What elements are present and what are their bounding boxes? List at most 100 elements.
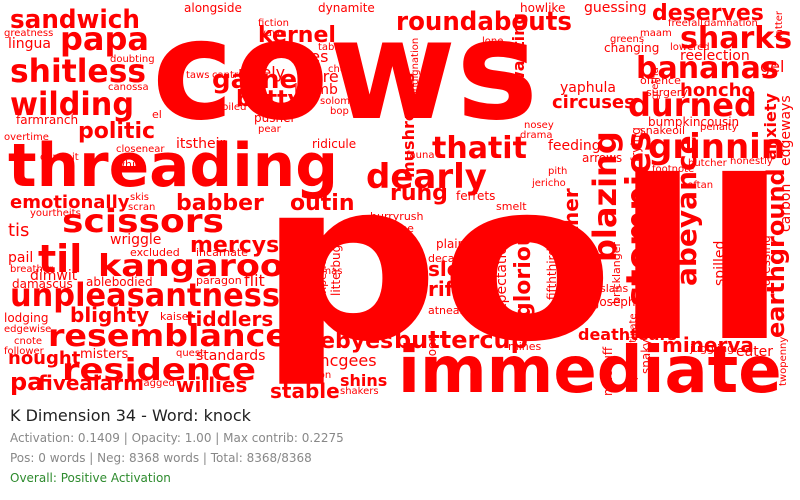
cloud-word: kaiser [160,310,193,323]
cloud-word: freefall [668,18,703,29]
cloud-word: offence [640,74,681,87]
cloud-word: farmranch [16,113,78,127]
cloud-word: yawn [260,28,287,39]
cloud-word: cantrum [212,70,254,81]
cloud-word: fivealarm [38,371,144,395]
cloud-word: fairweather [559,188,583,320]
cloud-word: footnote [652,164,694,175]
cloud-word: sharks [680,21,792,56]
cloud-word: procrastinate [628,313,639,380]
cloud-word: bumpkincousin [648,115,739,129]
cloud-word: jericho [531,178,566,189]
cloud-word: bobsydie [719,197,749,330]
cloud-word: blowbylow [654,264,667,322]
cloud-word: kangaroo [98,249,284,284]
cloud-word: cnote [14,336,42,347]
cloud-word: thatit [432,131,527,166]
cloud-word: gretna [650,67,661,100]
cloud-word: honcho [680,80,754,101]
cloud-word: durned [628,86,757,124]
cloud-word: roundabouts [396,7,572,37]
cloud-word: byebyes [290,329,393,354]
cloud-word: mcgees [314,351,377,370]
cloud-word: fagged [140,378,175,389]
info-panel: K Dimension 34 - Word: knock Activation:… [10,406,790,485]
cloud-word: breather [10,264,54,275]
cloud-word: tiddlers [186,307,273,331]
cloud-word: decay [428,252,462,265]
cloud-word: bricklanger [610,242,623,304]
counts-line: Pos: 0 words | Neg: 8368 words | Total: … [10,451,312,465]
cloud-word: alongside [184,1,242,15]
cloud-word: changing [604,41,659,55]
cloud-word: pajamas [300,266,342,277]
cloud-word: arrows [582,151,622,165]
cloud-word: rung [390,181,448,206]
cloud-word: blazing [586,131,624,262]
cloud-word: chaff [396,245,417,296]
cloud-word: isare [300,67,339,86]
cloud-word: twopenny [778,337,789,386]
cloud-word: grinnin [648,127,785,167]
panel-title: K Dimension 34 - Word: knock [10,406,251,425]
cloud-word: carbon [778,184,794,232]
cloud-word: slans [600,282,628,295]
cloud-word: glorious [511,217,536,318]
cloud-word: mines [508,340,542,353]
cloud-word: rift [428,277,463,301]
cloud-word: expectations [494,230,510,320]
cloud-word: scran [128,202,155,213]
cloud-word: afternoon [425,334,439,392]
cloud-word: fifththird [545,248,559,300]
cloud-word: lowered [670,42,710,53]
cloud-word: fiction [258,18,289,29]
overall-status: Overall: Positive Activation [10,471,171,485]
cloud-word: mushrooms [399,73,418,178]
cloud-word: voting [372,322,403,333]
cloud-word: kernel [258,23,336,48]
cloud-word: shitless [10,52,146,90]
cloud-word: yaphula [560,80,616,96]
cloud-word: eater [736,344,773,360]
cloud-word: nowt [738,174,763,185]
cloud-word: threading [8,131,338,201]
cloud-word: flit [244,271,265,290]
cloud-word: pear [258,124,282,135]
cloud-word: wellboiled [196,102,246,113]
cloud-word: dimwit [30,268,78,284]
cloud-word: pusher [254,111,295,125]
cloud-word: blighty [70,303,149,327]
cloud-word: hurryrush [370,210,424,223]
cloud-word: fauna [406,150,434,161]
cloud-word: chocks [328,64,362,75]
cloud-word: politic [78,119,155,144]
cloud-word: wriggle [110,232,161,248]
cloud-word: papa [60,20,149,58]
cloud-word: nosey [524,120,554,131]
cloud-word: stompies [619,131,659,306]
cloud-word: iton [312,370,331,381]
cloud-word: experience [316,239,329,300]
cloud-word: quest [176,348,204,359]
cloud-word: closenear [116,144,165,155]
cloud-word: anxiety [761,93,780,160]
cloud-word: ridicule [312,137,356,151]
cloud-word: pail [8,250,33,266]
cloud-word: canossa [108,82,149,93]
word-cloud-canvas: cows poll immediate threading unpleasant… [4,0,794,400]
cloud-word: lone [482,36,503,47]
cloud-word: overtime [4,132,49,143]
cloud-word: edgewise [4,324,51,335]
cloud-word: follower [4,346,45,357]
cloud-word: bop [330,106,349,117]
cloud-word: doubting [110,54,155,65]
cloud-word: excluded [130,246,180,259]
cloud-word: lbomb [294,82,338,98]
cloud-word: yourtheits [30,208,81,219]
cloud-word: taws [186,70,209,81]
cloud-word: sandwich [10,5,140,35]
cloud-word: feeding [548,138,601,154]
cloud-word: joes [295,47,328,66]
cloud-word: bananas [636,51,779,86]
cloud-word: poll [258,134,788,390]
